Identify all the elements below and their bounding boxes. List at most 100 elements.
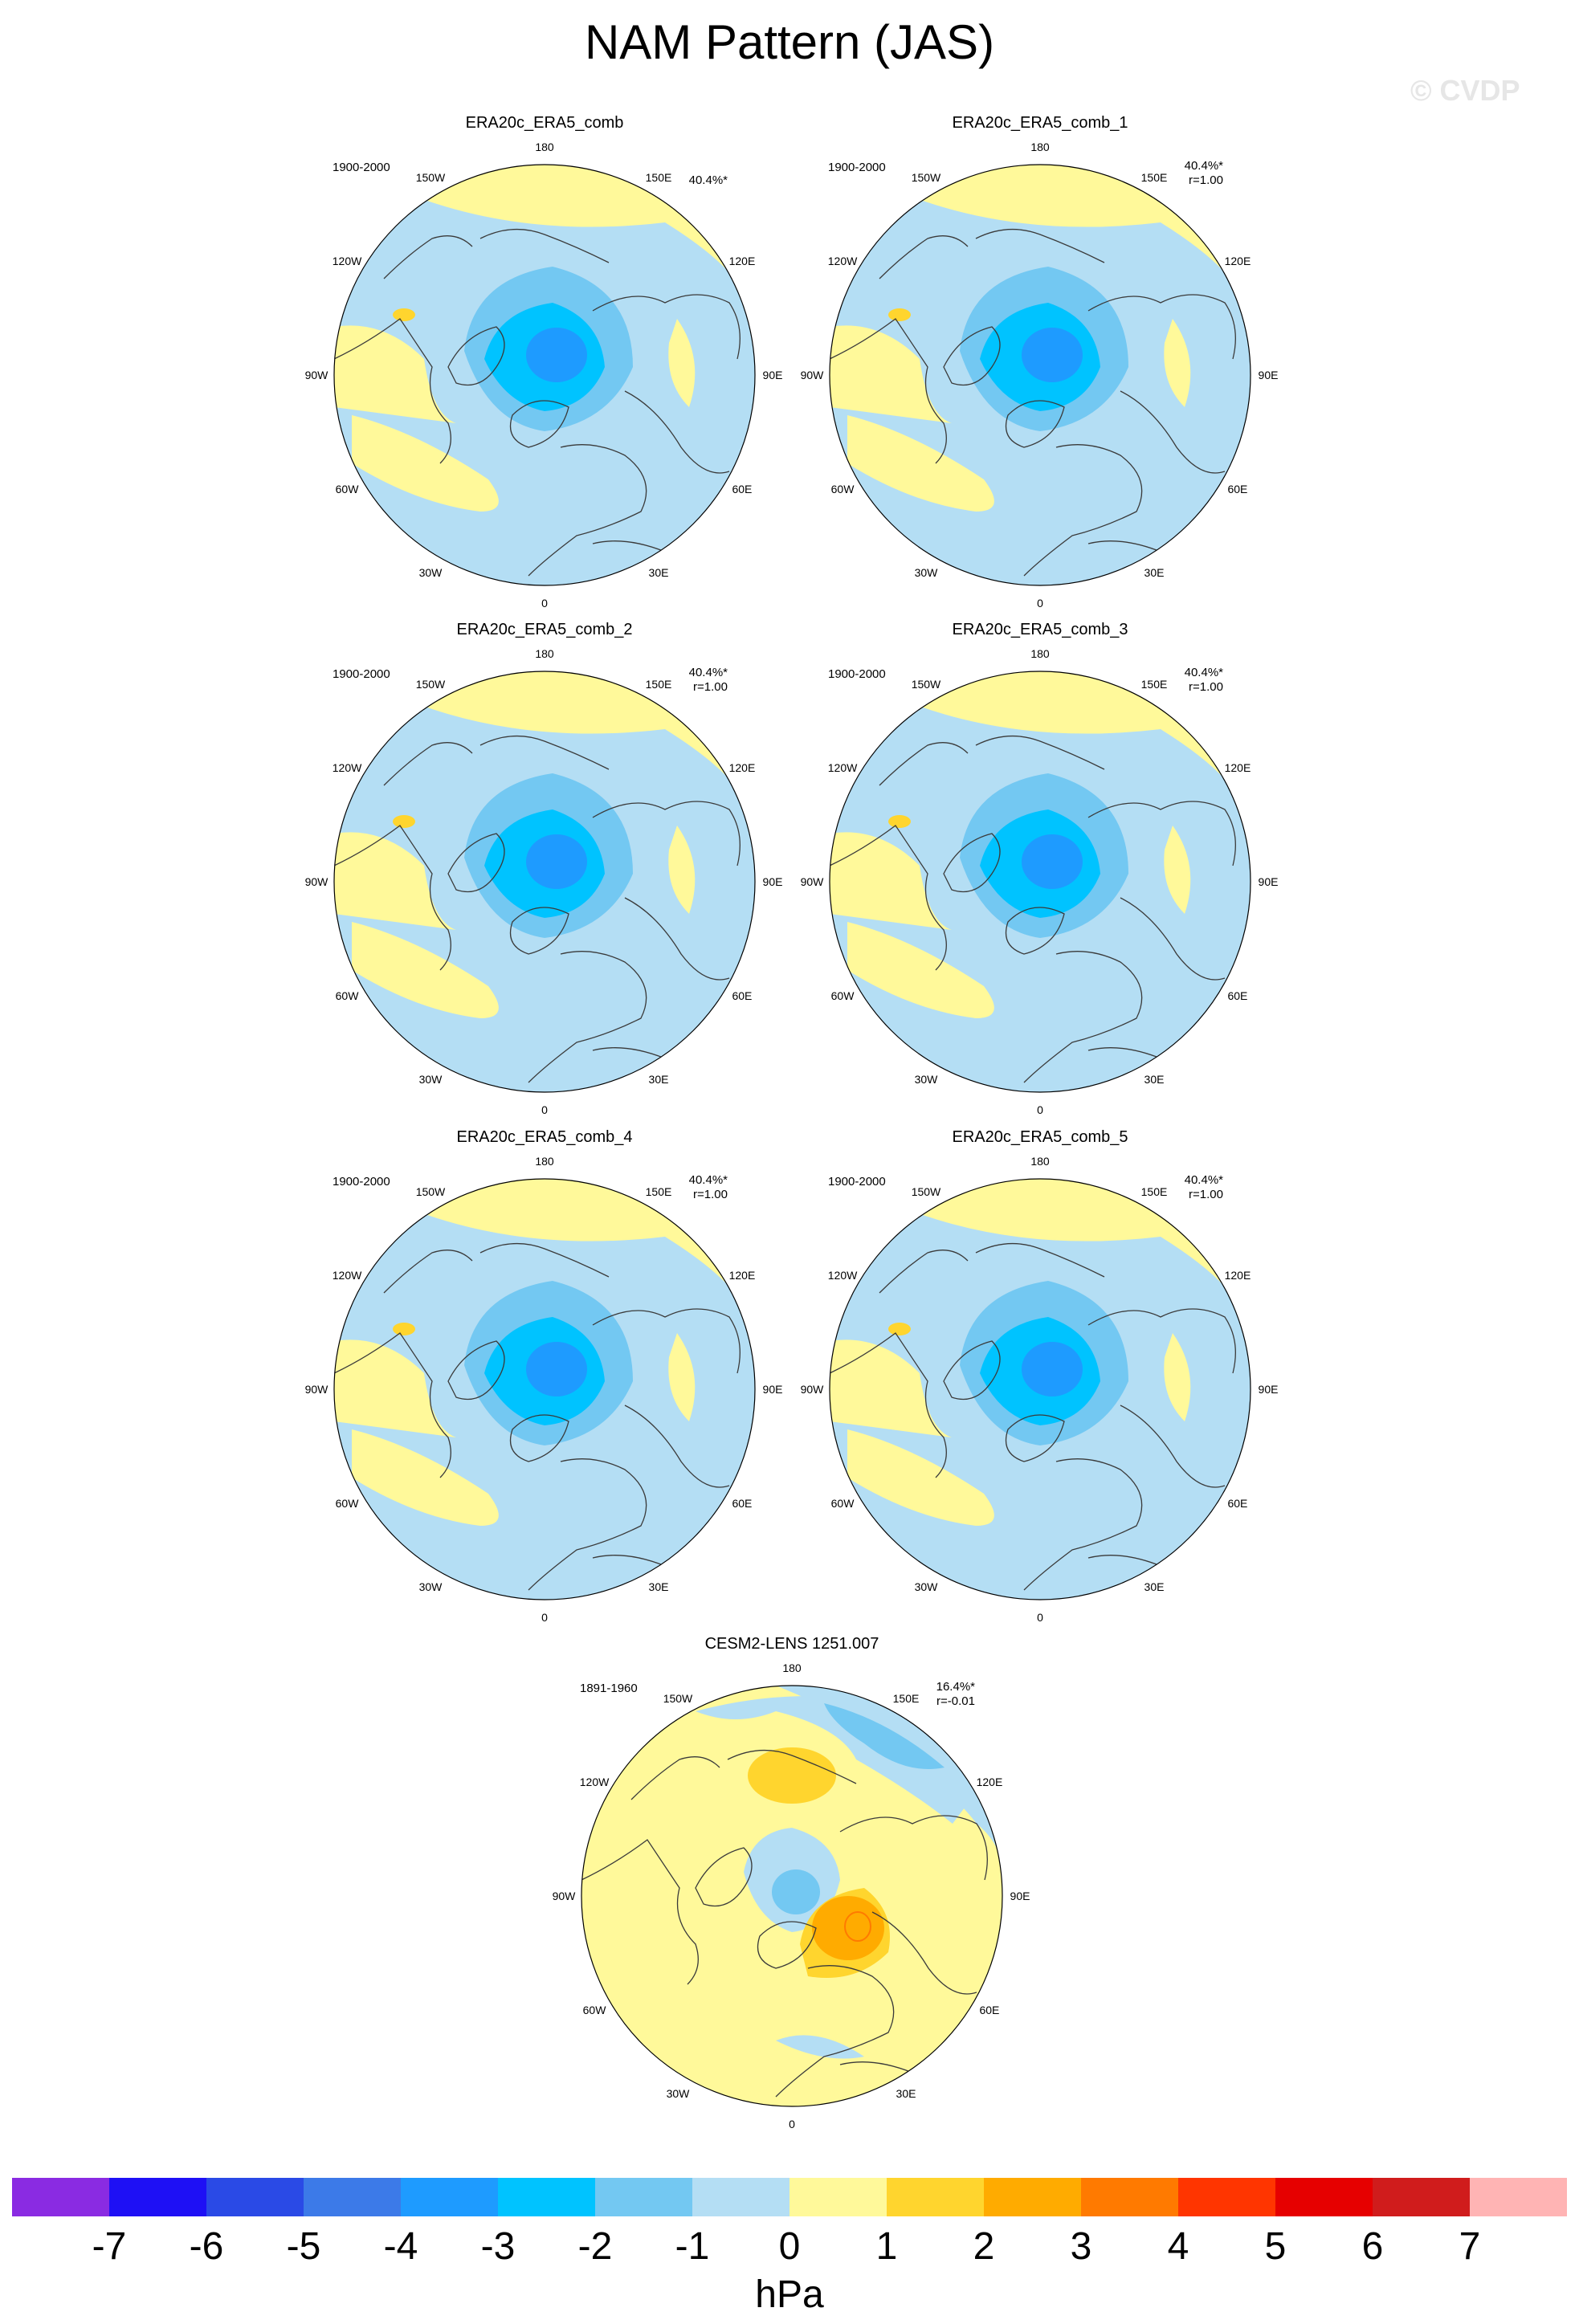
- polar-map: 180 150E 120E 90E 60E 30E 0 30W 60W 90W 120W 150W: [305, 1155, 783, 1624]
- colorbar-tick-label: 3: [1070, 2225, 1092, 2268]
- longitude-label: 90W: [305, 369, 329, 381]
- longitude-label: 90E: [763, 369, 783, 381]
- panel-title: ERA20c_ERA5_comb_4: [456, 1128, 633, 1146]
- cvdp-watermark: © CVDP: [1410, 74, 1520, 107]
- colorbar-tick-label: -6: [189, 2225, 224, 2268]
- polar-map: 180 150E 120E 90E 60E 30E 0 30W 60W 90W 120W 150W: [801, 1155, 1279, 1624]
- longitude-label: 30E: [1144, 1073, 1165, 1086]
- longitude-label: 120E: [729, 761, 756, 774]
- longitude-label: 120W: [580, 1776, 610, 1788]
- longitude-label: 0: [541, 1103, 548, 1116]
- longitude-label: 60E: [1227, 1497, 1247, 1510]
- longitude-label: 60W: [336, 989, 360, 1002]
- colorbar-tick-label: -5: [286, 2225, 321, 2268]
- colorbar-tick-label: 7: [1459, 2225, 1481, 2268]
- longitude-label: 60W: [336, 483, 360, 495]
- map-panel: ERA20c_ERA5_comb_4 1900-2000 40.4%* r=1.00 1…: [296, 1128, 794, 1624]
- longitude-label: 150E: [646, 1185, 672, 1198]
- colorbar-swatch: [12, 2178, 109, 2216]
- longitude-label: 0: [1037, 597, 1043, 610]
- longitude-label: 150W: [416, 171, 446, 184]
- longitude-label: 30W: [419, 1073, 443, 1086]
- longitude-label: 180: [535, 647, 554, 660]
- colorbar-swatch: [1373, 2178, 1470, 2216]
- colorbar-swatch: [692, 2178, 790, 2216]
- panel-period: 1900-2000: [333, 161, 390, 174]
- longitude-label: 90E: [1259, 1383, 1279, 1396]
- longitude-label: 0: [1037, 1611, 1043, 1624]
- polar-map: 180 150E 120E 90E 60E 30E 0 30W 60W 90W 120W 150W: [305, 141, 783, 610]
- longitude-label: 120W: [333, 761, 362, 774]
- longitude-label: 0: [541, 1611, 548, 1624]
- longitude-label: 120W: [828, 255, 858, 267]
- longitude-label: 0: [789, 2118, 795, 2130]
- colorbar-tick-label: -2: [577, 2225, 613, 2268]
- longitude-label: 150E: [1141, 678, 1168, 691]
- longitude-label: 150W: [663, 1692, 693, 1705]
- colorbar-swatch: [109, 2178, 206, 2216]
- panel-period: 1900-2000: [828, 667, 886, 681]
- polar-map: 180 150E 120E 90E 60E 30E 0 30W 60W 90W 120W 150W: [801, 647, 1279, 1116]
- longitude-label: 120E: [729, 255, 756, 267]
- panel-explained-variance: 40.4%*: [1184, 1173, 1223, 1187]
- map-panel: ERA20c_ERA5_comb_2 1900-2000 40.4%* r=1.00 1…: [296, 621, 794, 1116]
- longitude-label: 60W: [583, 2004, 607, 2016]
- colorbar-tick-label: -1: [675, 2225, 710, 2268]
- colorbar-swatch: [1081, 2178, 1178, 2216]
- longitude-label: 180: [1030, 647, 1050, 660]
- longitude-label: 180: [535, 1155, 554, 1168]
- longitude-label: 150W: [912, 678, 941, 691]
- longitude-label: 0: [1037, 1103, 1043, 1116]
- longitude-label: 120E: [729, 1269, 756, 1282]
- longitude-label: 90W: [801, 1383, 825, 1396]
- longitude-label: 60E: [979, 2004, 999, 2016]
- longitude-label: 150E: [1141, 171, 1168, 184]
- longitude-label: 30W: [915, 1580, 939, 1593]
- longitude-label: 60W: [831, 1497, 855, 1510]
- colorbar-tick-label: 2: [973, 2225, 995, 2268]
- longitude-label: 150W: [416, 678, 446, 691]
- longitude-label: 30E: [1144, 1580, 1165, 1593]
- colorbar-swatch: [790, 2178, 887, 2216]
- longitude-label: 180: [535, 141, 554, 153]
- panel-period: 1900-2000: [828, 1175, 886, 1189]
- colorbar-tick-label: 6: [1361, 2225, 1384, 2268]
- longitude-label: 180: [1030, 1155, 1050, 1168]
- page-title: NAM Pattern (JAS): [584, 15, 995, 69]
- map-panel: ERA20c_ERA5_comb_3 1900-2000 40.4%* r=1.00 1…: [791, 621, 1289, 1116]
- colorbar-swatch: [984, 2178, 1081, 2216]
- longitude-label: 150E: [1141, 1185, 1168, 1198]
- panel-pattern-correlation: r=1.00: [693, 1188, 728, 1201]
- longitude-label: 150E: [646, 678, 672, 691]
- longitude-label: 30E: [649, 1073, 669, 1086]
- longitude-label: 120W: [828, 1269, 858, 1282]
- polar-map: 180 150E 120E 90E 60E 30E 0 30W 60W 90W 120W 150W: [801, 141, 1279, 610]
- longitude-label: 90W: [553, 1890, 577, 1902]
- longitude-label: 30E: [649, 1580, 669, 1593]
- colorbar-tick-label: 5: [1264, 2225, 1287, 2268]
- colorbar-swatch: [1178, 2178, 1275, 2216]
- panel-title: ERA20c_ERA5_comb_1: [952, 114, 1128, 132]
- longitude-label: 120W: [333, 1269, 362, 1282]
- panel-explained-variance: 40.4%*: [688, 1173, 728, 1187]
- colorbar-tick-label: 4: [1167, 2225, 1189, 2268]
- longitude-label: 120E: [977, 1776, 1003, 1788]
- longitude-label: 60E: [732, 483, 752, 495]
- longitude-label: 30W: [667, 2087, 691, 2100]
- panel-pattern-correlation: r=1.00: [693, 680, 728, 694]
- longitude-label: 120W: [333, 255, 362, 267]
- longitude-label: 120W: [828, 761, 858, 774]
- panel-period: 1900-2000: [333, 1175, 390, 1189]
- longitude-label: 150E: [646, 171, 672, 184]
- longitude-label: 30E: [896, 2087, 916, 2100]
- longitude-label: 90E: [1259, 369, 1279, 381]
- colorbar-swatch: [401, 2178, 498, 2216]
- longitude-label: 60W: [336, 1497, 360, 1510]
- longitude-label: 120E: [1225, 761, 1251, 774]
- panel-title: CESM2-LENS 1251.007: [704, 1635, 879, 1653]
- longitude-label: 30W: [915, 566, 939, 579]
- longitude-label: 180: [1030, 141, 1050, 153]
- panel-title: ERA20c_ERA5_comb: [465, 114, 624, 132]
- panel-period: 1891-1960: [580, 1682, 638, 1695]
- panel-explained-variance: 40.4%*: [688, 666, 728, 679]
